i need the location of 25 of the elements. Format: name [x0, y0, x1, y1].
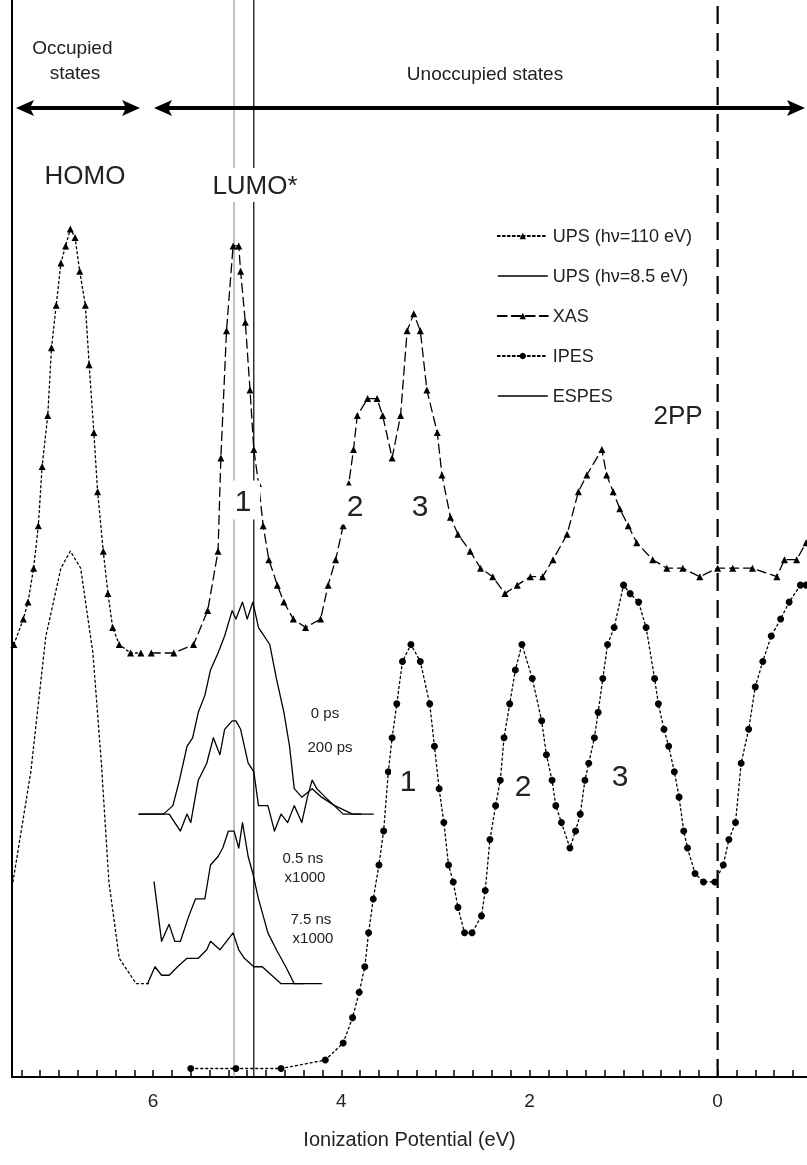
text: HOMO	[44, 160, 126, 190]
x-tick-label: 2	[524, 1090, 535, 1111]
annotation: 1	[234, 483, 252, 517]
x-axis-title: Ionization Potential (eV)	[303, 1128, 516, 1150]
x-tick-label: 6	[147, 1090, 159, 1111]
annotation: 0.5 ns x1000	[282, 848, 328, 886]
x-tick-label: 0	[712, 1090, 723, 1111]
annotation: 1	[399, 763, 417, 797]
text: Occupied states	[32, 37, 118, 83]
legend-label: UPS (hν=110 eV)	[552, 226, 693, 246]
legend-label: IPES	[552, 346, 594, 366]
annotation: 2	[346, 488, 364, 522]
annotation: 200 ps	[307, 737, 353, 755]
text: LUMO*	[212, 170, 298, 200]
annotation: 2	[514, 768, 532, 802]
legend-label: ESPES	[552, 386, 613, 406]
x-tick-label: 4	[336, 1090, 347, 1111]
annotation: 3	[411, 488, 429, 522]
legend-label: XAS	[552, 306, 589, 326]
text: Unoccupied states	[406, 62, 564, 84]
legend-label: UPS (hν=8.5 eV)	[552, 266, 689, 286]
annotation: 7.5 ns x1000	[290, 909, 336, 947]
annotation: 3	[611, 758, 629, 792]
annotation: 2PP	[653, 400, 703, 430]
annotation: 0 ps	[310, 703, 340, 721]
